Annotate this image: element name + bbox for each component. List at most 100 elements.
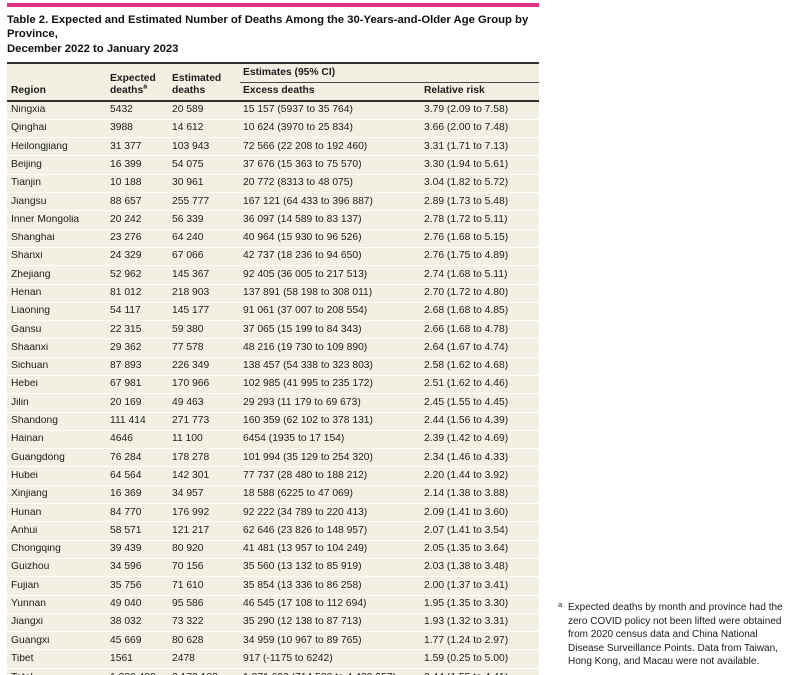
cell-rr: 3.31 (1.71 to 7.13)	[424, 141, 509, 152]
cell-expected: 35 756	[110, 580, 142, 591]
cell-region: Tianjin	[11, 178, 41, 189]
table-row: Shanghai 23 276 64 240 40 964 (15 930 to 96…	[7, 229, 539, 248]
table-row: Shanxi 24 329 67 066 42 737 (18 236 to 94 6…	[7, 247, 539, 267]
cell-estimated: 73 322	[172, 617, 204, 628]
cell-excess: 137 891 (58 198 to 308 011)	[243, 288, 373, 298]
table-row: Xinjiang 16 369 34 957 18 588 (6225 to 47 0…	[7, 485, 539, 505]
column-header-estimated-deaths: Estimated deaths	[172, 72, 222, 96]
cell-estimated: 178 278	[172, 452, 210, 463]
cell-expected: 87 893	[110, 361, 142, 372]
table-row: Zhejiang 52 962 145 367 92 405 (36 005 to 2…	[7, 266, 539, 285]
cell-estimated: 218 903	[172, 288, 210, 298]
cell-excess: 18 588 (6225 to 47 069)	[243, 489, 353, 500]
cell-excess: 10 624 (3970 to 25 834)	[243, 123, 353, 134]
cell-expected: 5432	[110, 105, 133, 116]
footnote-text: Expected deaths by month and province ha…	[568, 602, 783, 667]
cell-rr: 2.70 (1.72 to 4.80)	[424, 288, 509, 298]
cell-rr: 2.45 (1.55 to 4.45)	[424, 397, 509, 408]
cell-region: Jiangxi	[11, 617, 44, 628]
cell-region: Jilin	[11, 397, 29, 408]
cell-excess: 101 994 (35 129 to 254 320)	[243, 452, 373, 463]
cell-excess: 29 293 (11 179 to 69 673)	[243, 397, 361, 408]
cell-rr: 3.66 (2.00 to 7.48)	[424, 123, 509, 134]
table-top-accent-rule	[7, 3, 539, 7]
cell-region: Chongqing	[11, 544, 61, 555]
cell-excess: 167 121 (64 433 to 396 887)	[243, 196, 373, 207]
cell-expected: 39 439	[110, 544, 142, 555]
cell-estimated: 170 966	[172, 379, 210, 390]
cell-region: Yunnan	[11, 599, 46, 610]
cell-rr: 1.93 (1.32 to 3.31)	[424, 617, 509, 628]
cell-rr: 2.64 (1.67 to 4.74)	[424, 342, 509, 353]
table-header: Region Expected deathsa Estimated deaths…	[7, 62, 539, 102]
table-row: Heilongjiang 31 377 103 943 72 566 (22 208 …	[7, 138, 539, 157]
column-header-relative-risk: Relative risk	[424, 84, 485, 96]
cell-excess: 37 676 (15 363 to 75 570)	[243, 159, 362, 170]
table-title: Table 2. Expected and Estimated Number o…	[7, 7, 539, 62]
cell-estimated: 67 066	[172, 251, 204, 262]
cell-estimated: 142 301	[172, 470, 210, 481]
cell-estimated: 11 100	[172, 434, 203, 445]
cell-excess: 91 061 (37 007 to 208 554)	[243, 306, 368, 317]
table-row: Hunan 84 770 176 992 92 222 (34 789 to 220 …	[7, 504, 539, 523]
cell-estimated: 121 217	[172, 525, 210, 536]
cell-excess: 20 772 (8313 to 48 075)	[243, 178, 353, 189]
cell-expected: 1 300 409	[107, 673, 169, 675]
table-row: Gansu 22 315 59 380 37 065 (15 199 to 84 34…	[7, 321, 539, 340]
cell-expected: 64 564	[110, 470, 142, 481]
cell-estimated: 145 177	[172, 306, 210, 317]
cell-region: Anhui	[11, 525, 38, 536]
table-row: Ningxia 5432 20 589 15 157 (5937 to 35 764)…	[7, 101, 539, 120]
cell-estimated: 56 339	[172, 214, 204, 225]
cell-region: Hebei	[11, 379, 38, 390]
cell-estimated: 95 586	[172, 599, 204, 610]
table-row: Inner Mongolia 20 242 56 339 36 097 (14 589…	[7, 211, 539, 230]
cell-rr: 2.58 (1.62 to 4.68)	[424, 361, 509, 372]
cell-expected: 88 657	[110, 196, 142, 207]
cell-region: Beijing	[11, 159, 42, 170]
table-row: Chongqing 39 439 80 920 41 481 (13 957 to 1…	[7, 540, 539, 559]
table-row: Liaoning 54 117 145 177 91 061 (37 007 to 2…	[7, 302, 539, 322]
cell-estimated: 226 349	[172, 361, 210, 372]
cell-excess: 46 545 (17 108 to 112 694)	[243, 599, 367, 610]
cell-estimated: 64 240	[172, 233, 204, 244]
table-row: Jiangsu 88 657 255 777 167 121 (64 433 to 3…	[7, 193, 539, 212]
cell-expected: 24 329	[110, 251, 142, 262]
cell-region: Guizhou	[11, 562, 50, 573]
cell-expected: 20 169	[110, 397, 142, 408]
table-footnote: a Expected deaths by month and province …	[557, 600, 795, 669]
cell-excess: 77 737 (28 480 to 188 212)	[243, 470, 368, 481]
cell-region: Shanghai	[11, 233, 55, 244]
cell-expected: 34 596	[110, 562, 142, 573]
cell-estimated: 103 943	[172, 141, 210, 152]
cell-rr: 3.79 (2.09 to 7.58)	[424, 105, 509, 116]
table-title-line2: December 2022 to January 2023	[7, 42, 179, 55]
cell-rr: 2.39 (1.42 to 4.69)	[424, 434, 509, 445]
cell-excess: 37 065 (15 199 to 84 343)	[243, 324, 362, 335]
cell-rr: 2.14 (1.38 to 3.88)	[424, 489, 509, 500]
table-row: Beijing 16 399 54 075 37 676 (15 363 to 75 …	[7, 156, 539, 175]
cell-expected: 76 284	[110, 452, 142, 463]
cell-region: Fujian	[11, 580, 40, 591]
cell-expected: 111 414	[110, 416, 146, 427]
cell-rr: 2.74 (1.68 to 5.11)	[424, 269, 508, 280]
cell-estimated: 14 612	[172, 123, 204, 134]
cell-expected: 1561	[110, 653, 133, 664]
cell-rr: 2.68 (1.68 to 4.85)	[424, 306, 509, 317]
cell-expected: 52 962	[110, 269, 142, 280]
column-group-estimates-ci: Estimates (95% CI) Excess deaths Relativ…	[240, 64, 539, 99]
cell-rr: 2.20 (1.44 to 3.92)	[424, 470, 509, 481]
cell-excess: 35 560 (13 132 to 85 919)	[243, 562, 362, 573]
cell-expected: 49 040	[110, 599, 142, 610]
cell-excess: 48 216 (19 730 to 109 890)	[243, 342, 368, 353]
cell-excess: 102 985 (41 995 to 235 172)	[243, 379, 373, 390]
cell-region: Sichuan	[11, 361, 49, 372]
cell-expected: 4646	[110, 434, 133, 445]
cell-region: Inner Mongolia	[11, 214, 80, 225]
cell-estimated: 77 578	[172, 342, 204, 353]
cell-expected: 67 981	[110, 379, 142, 390]
cell-region: Heilongjiang	[11, 141, 68, 152]
cell-region: Ningxia	[11, 105, 46, 116]
table-row: Fujian 35 756 71 610 35 854 (13 336 to 86 2…	[7, 577, 539, 596]
cell-expected: 45 669	[110, 635, 142, 646]
